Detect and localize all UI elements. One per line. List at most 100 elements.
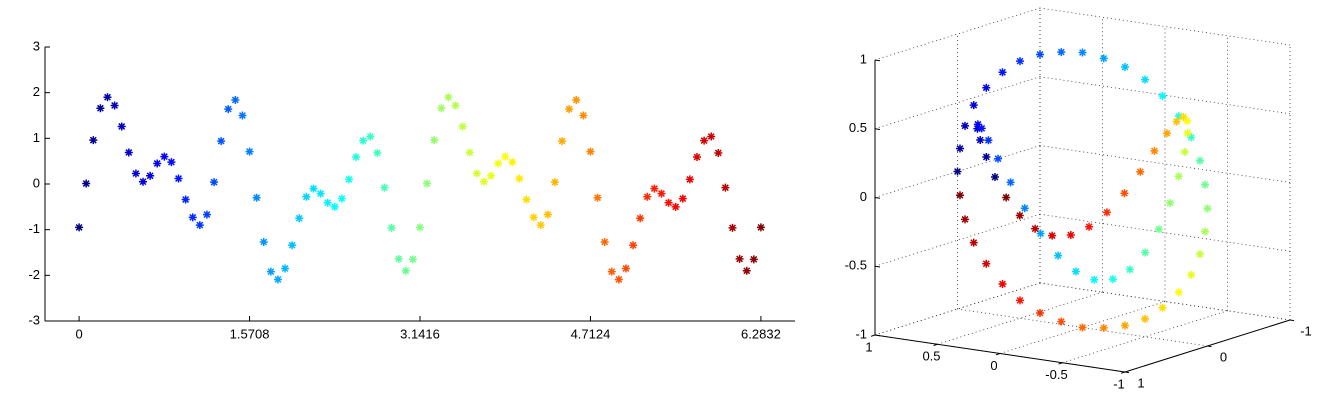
- data-point: [352, 153, 361, 162]
- data-point: [956, 191, 964, 200]
- data-point: [558, 137, 567, 146]
- data-point: [380, 183, 389, 192]
- data-point: [387, 223, 396, 232]
- x-tick-label: 1.5708: [230, 326, 270, 341]
- data-point: [266, 267, 275, 276]
- y-tick-label: 0: [1220, 349, 1227, 364]
- y-tick-label: -1: [28, 221, 40, 236]
- data-point: [309, 184, 318, 193]
- data-point: [1158, 91, 1167, 100]
- z-tick-label: 0: [860, 189, 867, 204]
- data-point: [1016, 296, 1024, 305]
- data-point: [153, 159, 162, 168]
- data-point: [394, 254, 403, 263]
- data-point: [479, 177, 488, 186]
- data-point: [1180, 147, 1189, 156]
- data-point: [961, 121, 969, 130]
- data-point: [550, 178, 559, 187]
- data-point: [1150, 146, 1159, 155]
- data-point: [536, 221, 545, 230]
- grid-line: [1062, 310, 1228, 364]
- data-point: [1108, 275, 1117, 284]
- data-point: [273, 275, 282, 284]
- data-point: [700, 136, 709, 145]
- data-point: [401, 266, 410, 275]
- data-point: [131, 169, 140, 178]
- data-point: [969, 238, 978, 247]
- data-point: [1141, 314, 1149, 323]
- data-point: [982, 83, 991, 92]
- x-tick-label: 4.7124: [571, 326, 611, 341]
- data-point: [998, 68, 1007, 77]
- y-tick: [1289, 319, 1295, 322]
- x-tick-label: 0.5: [922, 349, 940, 364]
- grid-line: [874, 7, 1041, 61]
- data-point: [458, 122, 467, 131]
- data-point: [956, 144, 964, 153]
- x-tick-label: 6.2832: [741, 326, 781, 341]
- data-point: [1057, 48, 1066, 57]
- data-point: [259, 237, 268, 246]
- data-point: [982, 152, 991, 161]
- data-point: [1201, 180, 1209, 189]
- data-point: [1203, 204, 1212, 213]
- data-point: [953, 167, 962, 176]
- data-point: [984, 136, 993, 145]
- z-tick: [874, 128, 881, 130]
- data-point: [316, 189, 325, 198]
- data-point: [607, 267, 616, 276]
- data-point: [1036, 308, 1044, 317]
- data-point: [359, 136, 368, 145]
- data-point: [593, 193, 602, 202]
- data-point: [614, 275, 623, 284]
- data-point: [1174, 288, 1183, 297]
- data-point: [714, 148, 723, 157]
- data-point: [472, 169, 481, 178]
- data-point: [529, 213, 538, 222]
- data-point: [621, 264, 630, 273]
- data-point: [657, 189, 666, 198]
- data-point: [337, 194, 346, 203]
- data-point: [1187, 270, 1196, 279]
- y-tick-label: 1: [1137, 375, 1144, 390]
- data-point: [195, 221, 204, 230]
- data-point: [1048, 231, 1057, 240]
- data-point: [1187, 133, 1196, 142]
- data-point: [139, 177, 148, 186]
- data-point: [1057, 317, 1066, 326]
- x-tick-label: 0: [990, 358, 997, 373]
- data-point: [969, 101, 978, 110]
- grid-line: [937, 291, 1103, 345]
- data-point: [210, 178, 219, 187]
- data-point: [1054, 251, 1063, 260]
- data-point: [650, 184, 659, 193]
- data-point: [1099, 54, 1108, 63]
- z-tick-label: 0.5: [849, 120, 867, 135]
- data-point: [1020, 204, 1029, 213]
- y-tick-label: 0: [33, 175, 40, 190]
- data-point: [146, 171, 155, 180]
- data-point: [973, 124, 982, 133]
- data-point: [1174, 172, 1183, 181]
- data-point: [1036, 50, 1044, 59]
- data-point: [1121, 63, 1129, 72]
- data-point: [1154, 225, 1163, 234]
- data-point: [1099, 323, 1108, 332]
- data-point: [373, 148, 382, 157]
- z-tick-label: -0.5: [845, 258, 867, 273]
- z-tick: [874, 59, 881, 62]
- data-point: [671, 202, 680, 211]
- data-point: [202, 210, 211, 219]
- y-tick-label: -3: [28, 312, 40, 327]
- data-point: [1121, 321, 1129, 330]
- data-point: [1166, 198, 1174, 207]
- data-point: [1196, 156, 1204, 165]
- data-point: [110, 101, 119, 110]
- data-point: [1183, 129, 1192, 138]
- data-point: [160, 152, 169, 161]
- x-tick-label: 1: [865, 339, 872, 354]
- data-point: [629, 241, 638, 250]
- data-point: [82, 179, 91, 188]
- z-tick: [874, 265, 881, 268]
